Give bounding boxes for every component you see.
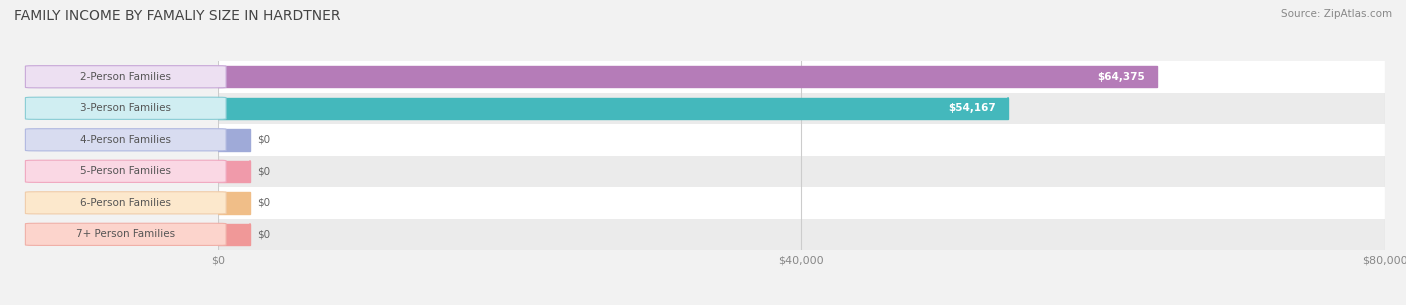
Bar [218,156,1385,187]
Text: $0: $0 [257,229,270,239]
Text: $0: $0 [257,198,270,208]
FancyBboxPatch shape [25,192,226,214]
FancyBboxPatch shape [25,66,226,88]
Text: $0: $0 [257,135,270,145]
Text: $54,167: $54,167 [949,103,997,113]
Bar [218,187,1385,219]
Text: 3-Person Families: 3-Person Families [80,103,172,113]
Text: Source: ZipAtlas.com: Source: ZipAtlas.com [1281,9,1392,19]
Text: 6-Person Families: 6-Person Families [80,198,172,208]
Bar [218,219,1385,250]
Text: $64,375: $64,375 [1098,72,1146,82]
Bar [218,92,1385,124]
Bar [218,98,1008,119]
Bar [218,66,1157,88]
FancyBboxPatch shape [25,160,226,182]
Text: $0: $0 [257,166,270,176]
FancyBboxPatch shape [25,97,226,119]
Bar [218,192,250,214]
Text: 4-Person Families: 4-Person Families [80,135,172,145]
Text: 2-Person Families: 2-Person Families [80,72,172,82]
FancyBboxPatch shape [25,223,226,246]
Text: FAMILY INCOME BY FAMALIY SIZE IN HARDTNER: FAMILY INCOME BY FAMALIY SIZE IN HARDTNE… [14,9,340,23]
Bar [218,161,250,182]
Bar [218,129,250,150]
Bar [218,224,250,245]
FancyBboxPatch shape [25,129,226,151]
Bar [218,124,1385,156]
Bar [218,61,1385,92]
Text: 7+ Person Families: 7+ Person Families [76,229,176,239]
Text: 5-Person Families: 5-Person Families [80,166,172,176]
